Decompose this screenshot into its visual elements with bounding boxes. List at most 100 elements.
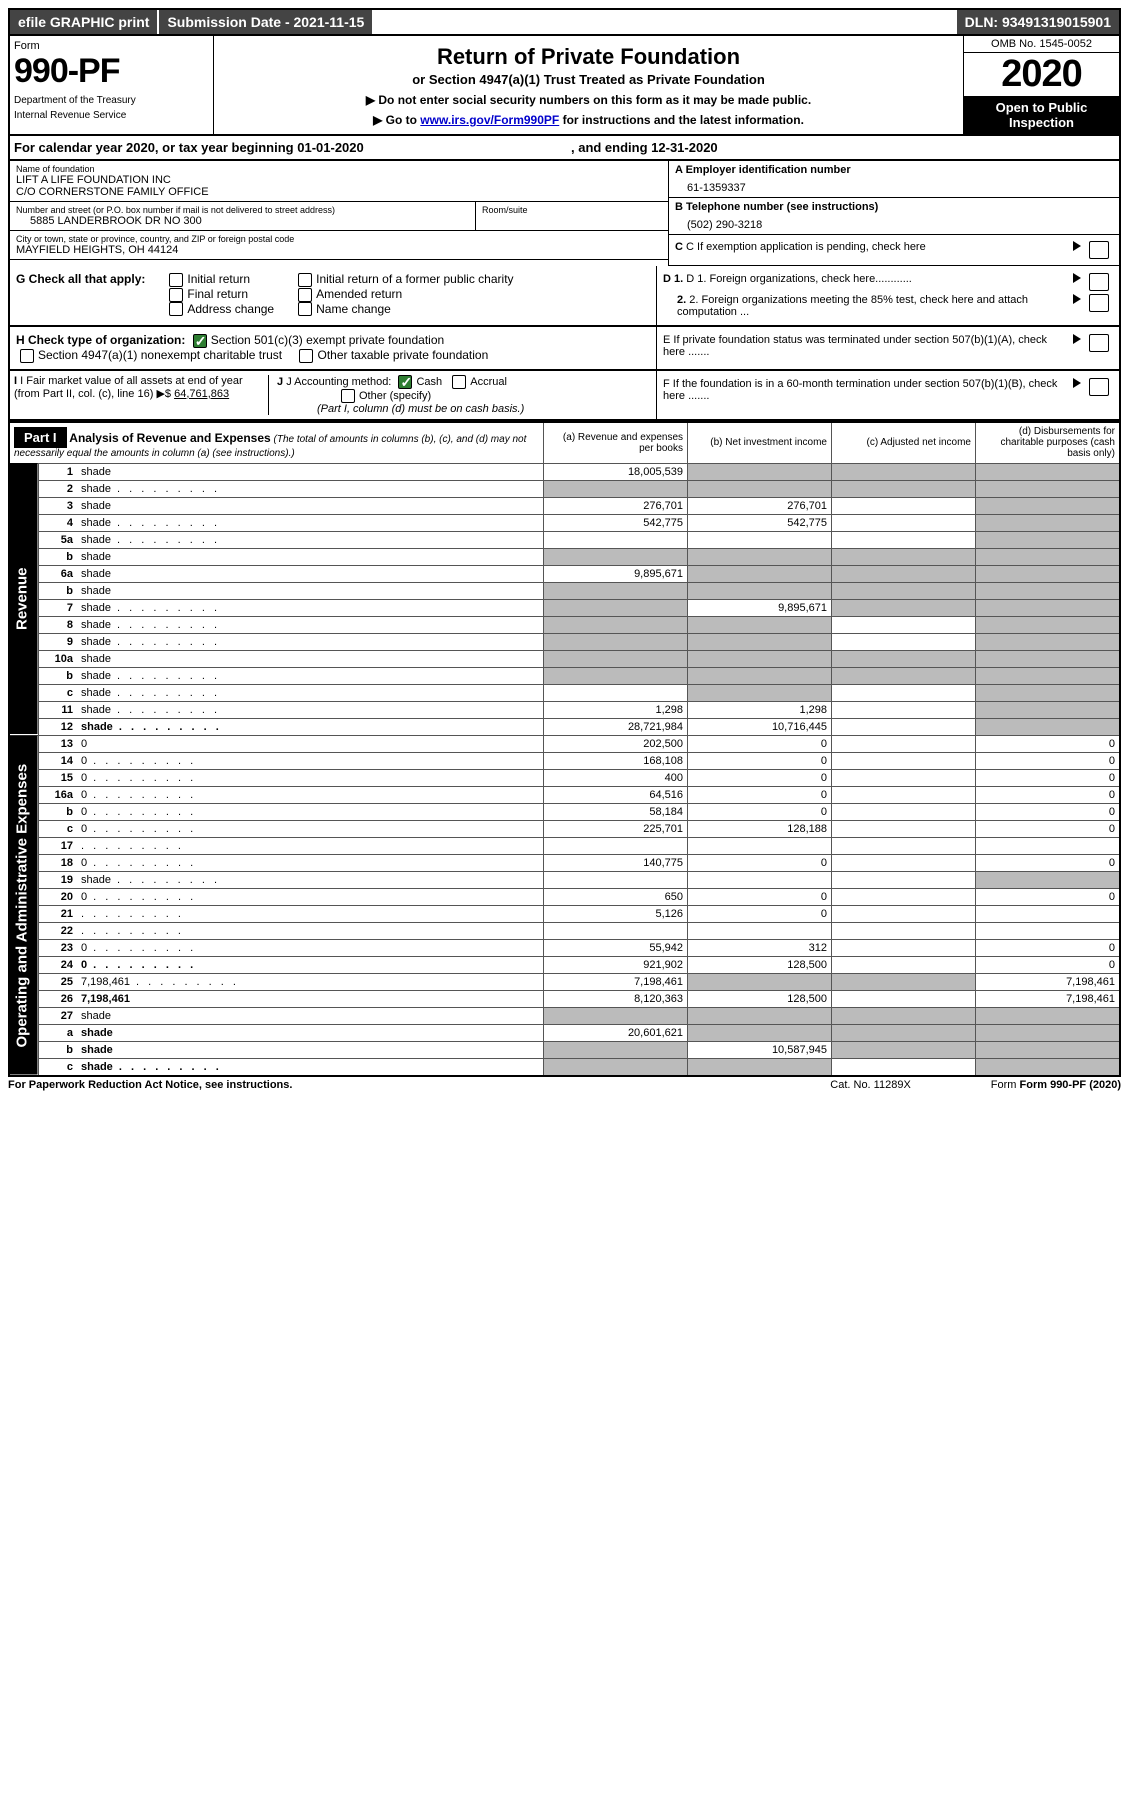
line-number: 18 — [39, 854, 78, 871]
value-cell: 64,516 — [544, 786, 688, 803]
other-taxable-checkbox[interactable] — [299, 349, 313, 363]
value-cell: 0 — [688, 854, 832, 871]
value-cell — [976, 463, 1121, 480]
col-a-header: (a) Revenue and expenses per books — [544, 422, 688, 464]
line-number: a — [39, 1024, 78, 1041]
value-cell: 58,184 — [544, 803, 688, 820]
line-description: shade — [77, 718, 544, 735]
value-cell — [688, 667, 832, 684]
value-cell: 0 — [976, 854, 1121, 871]
c-checkbox[interactable] — [1089, 241, 1109, 259]
instr2-post: for instructions and the latest informat… — [559, 113, 804, 127]
accrual-checkbox[interactable] — [452, 375, 466, 389]
value-cell: 28,721,984 — [544, 718, 688, 735]
value-cell — [832, 786, 976, 803]
line-number: 12 — [39, 718, 78, 735]
value-cell: 0 — [688, 752, 832, 769]
e-text: E If private foundation status was termi… — [663, 334, 1069, 358]
value-cell — [544, 531, 688, 548]
value-cell — [688, 1024, 832, 1041]
e-checkbox[interactable] — [1089, 334, 1109, 352]
value-cell — [688, 480, 832, 497]
table-row: 27shade — [9, 1007, 1120, 1024]
value-cell — [544, 1007, 688, 1024]
line-description — [77, 837, 544, 854]
table-row: 10ashade — [9, 650, 1120, 667]
amended-checkbox[interactable] — [298, 288, 312, 302]
final-return-checkbox[interactable] — [169, 288, 183, 302]
spacer — [372, 18, 956, 26]
info-right: A Employer identification number 61-1359… — [668, 161, 1119, 266]
value-cell — [832, 735, 976, 752]
name-change-checkbox[interactable] — [298, 302, 312, 316]
f-checkbox[interactable] — [1089, 378, 1109, 396]
value-cell: 312 — [688, 939, 832, 956]
value-cell — [544, 633, 688, 650]
d2-checkbox[interactable] — [1089, 294, 1109, 312]
cash-checkbox[interactable] — [398, 375, 412, 389]
501c3-checkbox[interactable] — [193, 334, 207, 348]
line-number: 21 — [39, 905, 78, 922]
table-row: Operating and Administrative Expenses130… — [9, 735, 1120, 752]
h-opt2: Section 4947(a)(1) nonexempt charitable … — [38, 348, 282, 362]
omb-number: OMB No. 1545-0052 — [964, 36, 1119, 53]
dept-treasury: Department of the Treasury — [14, 95, 209, 106]
g-section: G Check all that apply: Initial return F… — [8, 266, 1121, 327]
section-side-label: Revenue — [9, 463, 39, 735]
value-cell: 168,108 — [544, 752, 688, 769]
line-number: 25 — [39, 973, 78, 990]
i-prefix: ▶$ — [156, 388, 174, 400]
value-cell: 18,005,539 — [544, 463, 688, 480]
value-cell — [832, 854, 976, 871]
line-description: shade — [77, 565, 544, 582]
line-description — [77, 905, 544, 922]
line-description: shade — [77, 1041, 544, 1058]
line-number: 17 — [39, 837, 78, 854]
line-description: 0 — [77, 854, 544, 871]
arrow-icon — [1073, 334, 1081, 344]
c-label: C If exemption application is pending, c… — [686, 241, 926, 253]
g-left: G Check all that apply: Initial return F… — [10, 266, 656, 325]
table-row: 8shade — [9, 616, 1120, 633]
line-number: 10a — [39, 650, 78, 667]
value-cell — [976, 531, 1121, 548]
value-cell: 0 — [976, 956, 1121, 973]
initial-return-checkbox[interactable] — [169, 273, 183, 287]
value-cell — [976, 871, 1121, 888]
other-method-checkbox[interactable] — [341, 389, 355, 403]
initial-former-checkbox[interactable] — [298, 273, 312, 287]
header-left: Form 990-PF Department of the Treasury I… — [10, 36, 214, 134]
value-cell — [832, 718, 976, 735]
value-cell — [688, 922, 832, 939]
line-number: 13 — [39, 735, 78, 752]
value-cell — [832, 820, 976, 837]
value-cell — [976, 497, 1121, 514]
line-description: shade — [77, 514, 544, 531]
foundation-name1: LIFT A LIFE FOUNDATION INC — [16, 174, 662, 186]
line-description: 0 — [77, 820, 544, 837]
value-cell — [832, 871, 976, 888]
value-cell — [976, 1041, 1121, 1058]
address-change-checkbox[interactable] — [169, 302, 183, 316]
line-number: 27 — [39, 1007, 78, 1024]
value-cell — [976, 837, 1121, 854]
foundation-info: Name of foundation LIFT A LIFE FOUNDATIO… — [8, 161, 1121, 266]
d1-checkbox[interactable] — [1089, 273, 1109, 291]
line-description: 0 — [77, 888, 544, 905]
value-cell — [832, 888, 976, 905]
value-cell — [544, 922, 688, 939]
j-block: J J Accounting method: Cash Accrual Othe… — [269, 375, 652, 415]
city-cell: City or town, state or province, country… — [10, 231, 668, 260]
ij-left: I I Fair market value of all assets at e… — [10, 371, 656, 419]
value-cell: 0 — [976, 769, 1121, 786]
line-number: c — [39, 684, 78, 701]
foundation-name-cell: Name of foundation LIFT A LIFE FOUNDATIO… — [10, 161, 668, 202]
value-cell — [544, 480, 688, 497]
line-description: shade — [77, 480, 544, 497]
line-number: 6a — [39, 565, 78, 582]
value-cell — [832, 684, 976, 701]
line-number: 16a — [39, 786, 78, 803]
4947-checkbox[interactable] — [20, 349, 34, 363]
cal-mid: , and ending — [571, 140, 651, 155]
form990pf-link[interactable]: www.irs.gov/Form990PF — [420, 113, 559, 127]
